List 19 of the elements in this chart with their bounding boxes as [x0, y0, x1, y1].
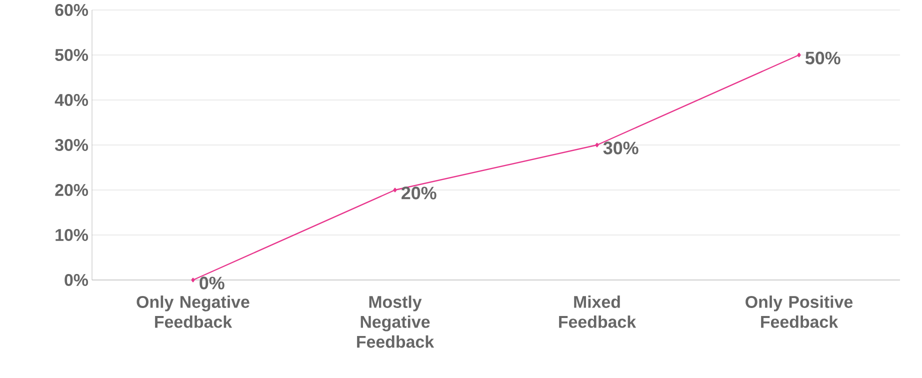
data-label: 50%	[805, 52, 840, 64]
y-tick-label: 30%	[54, 138, 88, 152]
point	[191, 278, 195, 282]
x-tick-label: Only Positive Feedback	[746, 296, 853, 328]
y-tick-label: 40%	[54, 94, 88, 106]
y-tick-label: 60%	[55, 4, 88, 16]
y-tick-label: 50%	[55, 49, 88, 62]
x-tick-label: Mostly Negative Feedback	[357, 296, 434, 348]
point	[797, 52, 801, 58]
data-label: 30%	[603, 142, 638, 154]
y-tick-label: 10%	[56, 229, 88, 241]
x-tick-label: Mixed Feedback	[559, 296, 636, 328]
data-label: 20%	[402, 186, 436, 200]
point	[595, 142, 599, 148]
x-tick-label: Only Negative Feedback	[136, 296, 250, 328]
point	[393, 188, 397, 192]
y-tick-label: 0%	[64, 274, 88, 286]
data-label: 0%	[200, 276, 224, 290]
y-tick-label: 20%	[55, 184, 88, 196]
